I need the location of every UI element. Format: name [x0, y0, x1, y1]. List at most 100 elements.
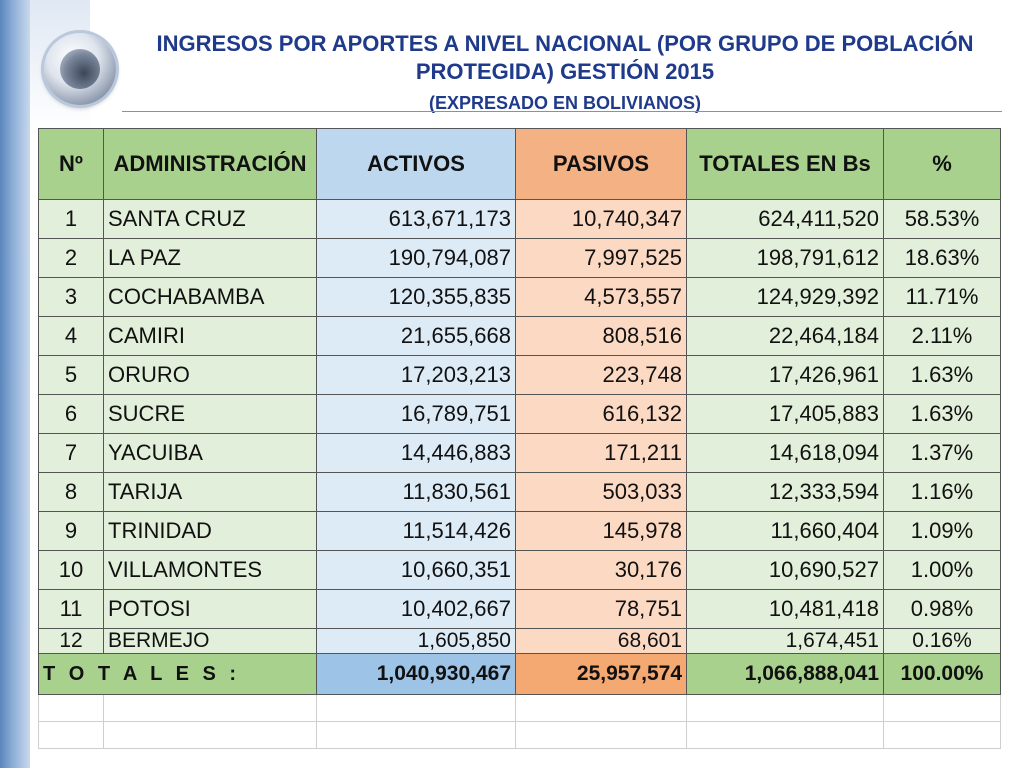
row-administracion: ORURO: [103, 355, 317, 395]
row-percent: 1.09%: [883, 511, 1001, 551]
row-activos: 21,655,668: [316, 316, 516, 356]
circular-emblem-icon: [44, 33, 116, 105]
row-percent: 18.63%: [883, 238, 1001, 278]
row-percent: 1.63%: [883, 394, 1001, 434]
empty-cell: [316, 721, 516, 749]
row-percent: 2.11%: [883, 316, 1001, 356]
row-totales: 198,791,612: [686, 238, 884, 278]
row-number: 1: [38, 199, 104, 239]
row-activos: 1,605,850: [316, 628, 516, 654]
empty-cell: [883, 694, 1001, 722]
row-administracion: SUCRE: [103, 394, 317, 434]
empty-cell: [316, 694, 516, 722]
row-number: 5: [38, 355, 104, 395]
row-administracion: LA PAZ: [103, 238, 317, 278]
row-percent: 1.00%: [883, 550, 1001, 590]
row-totales: 22,464,184: [686, 316, 884, 356]
row-number: 3: [38, 277, 104, 317]
row-pasivos: 223,748: [515, 355, 687, 395]
row-number: 6: [38, 394, 104, 434]
row-activos: 17,203,213: [316, 355, 516, 395]
table-row: 9 TRINIDAD 11,514,426 145,978 11,660,404 1.09…: [38, 511, 1001, 551]
empty-cell: [686, 694, 884, 722]
empty-cell: [686, 721, 884, 749]
row-number: 2: [38, 238, 104, 278]
row-activos: 10,402,667: [316, 589, 516, 629]
row-activos: 613,671,173: [316, 199, 516, 239]
empty-row: [38, 694, 1001, 722]
row-pasivos: 503,033: [515, 472, 687, 512]
empty-cell: [515, 694, 687, 722]
row-totales: 1,674,451: [686, 628, 884, 654]
row-number: 12: [38, 628, 104, 654]
row-number: 10: [38, 550, 104, 590]
row-activos: 190,794,087: [316, 238, 516, 278]
row-activos: 11,830,561: [316, 472, 516, 512]
empty-cell: [103, 694, 317, 722]
row-pasivos: 616,132: [515, 394, 687, 434]
table-row: 5 ORURO 17,203,213 223,748 17,426,961 1.63%: [38, 355, 1001, 395]
row-number: 9: [38, 511, 104, 551]
empty-cell: [103, 721, 317, 749]
row-activos: 16,789,751: [316, 394, 516, 434]
row-activos: 120,355,835: [316, 277, 516, 317]
table-row: 10 VILLAMONTES 10,660,351 30,176 10,690,527 1…: [38, 550, 1001, 590]
row-pasivos: 68,601: [515, 628, 687, 654]
table-row: 1 SANTA CRUZ 613,671,173 10,740,347 624,411,…: [38, 199, 1001, 239]
row-totales: 14,618,094: [686, 433, 884, 473]
title-divider: [122, 111, 1002, 112]
table-header-row: Nº ADMINISTRACIÓN ACTIVOS PASIVOS TOTALE…: [38, 128, 1001, 200]
row-totales: 11,660,404: [686, 511, 884, 551]
table-row: 6 SUCRE 16,789,751 616,132 17,405,883 1.63%: [38, 394, 1001, 434]
row-percent: 1.63%: [883, 355, 1001, 395]
page-title: INGRESOS POR APORTES A NIVEL NACIONAL (P…: [156, 31, 974, 84]
left-decorative-bar: [0, 0, 30, 768]
row-pasivos: 4,573,557: [515, 277, 687, 317]
row-number: 7: [38, 433, 104, 473]
row-number: 4: [38, 316, 104, 356]
empty-cell: [38, 694, 104, 722]
header-totales: TOTALES EN Bs: [686, 128, 884, 200]
emblem-center: [60, 49, 100, 89]
row-pasivos: 145,978: [515, 511, 687, 551]
empty-cell: [38, 721, 104, 749]
row-administracion: TRINIDAD: [103, 511, 317, 551]
table-row: 8 TARIJA 11,830,561 503,033 12,333,594 1.16%: [38, 472, 1001, 512]
row-administracion: POTOSI: [103, 589, 317, 629]
table-row: 12 BERMEJO 1,605,850 68,601 1,674,451 0.16%: [38, 628, 1001, 654]
income-table: Nº ADMINISTRACIÓN ACTIVOS PASIVOS TOTALE…: [38, 128, 1001, 749]
row-administracion: YACUIBA: [103, 433, 317, 473]
row-pasivos: 78,751: [515, 589, 687, 629]
row-number: 8: [38, 472, 104, 512]
row-activos: 14,446,883: [316, 433, 516, 473]
row-administracion: VILLAMONTES: [103, 550, 317, 590]
row-totales: 624,411,520: [686, 199, 884, 239]
row-number: 11: [38, 589, 104, 629]
table-row: 3 COCHABAMBA 120,355,835 4,573,557 124,929,3…: [38, 277, 1001, 317]
table-row: 11 POTOSI 10,402,667 78,751 10,481,418 0.98%: [38, 589, 1001, 629]
row-totales: 10,690,527: [686, 550, 884, 590]
page-subtitle: (EXPRESADO EN BOLIVIANOS): [428, 93, 702, 113]
row-activos: 11,514,426: [316, 511, 516, 551]
row-totales: 17,426,961: [686, 355, 884, 395]
row-percent: 58.53%: [883, 199, 1001, 239]
empty-cell: [515, 721, 687, 749]
header-percent: %: [883, 128, 1001, 200]
row-percent: 1.16%: [883, 472, 1001, 512]
header-pasivos: PASIVOS: [515, 128, 687, 200]
row-pasivos: 10,740,347: [515, 199, 687, 239]
header-administracion: ADMINISTRACIÓN: [103, 128, 317, 200]
row-administracion: TARIJA: [103, 472, 317, 512]
row-activos: 10,660,351: [316, 550, 516, 590]
row-administracion: SANTA CRUZ: [103, 199, 317, 239]
row-administracion: BERMEJO: [103, 628, 317, 654]
row-totales: 17,405,883: [686, 394, 884, 434]
table-row: 4 CAMIRI 21,655,668 808,516 22,464,184 2.11%: [38, 316, 1001, 356]
row-percent: 0.98%: [883, 589, 1001, 629]
totals-totales: 1,066,888,041: [686, 653, 884, 695]
row-pasivos: 171,211: [515, 433, 687, 473]
row-pasivos: 808,516: [515, 316, 687, 356]
empty-row: [38, 721, 1001, 749]
header-no: Nº: [38, 128, 104, 200]
totals-activos: 1,040,930,467: [316, 653, 516, 695]
